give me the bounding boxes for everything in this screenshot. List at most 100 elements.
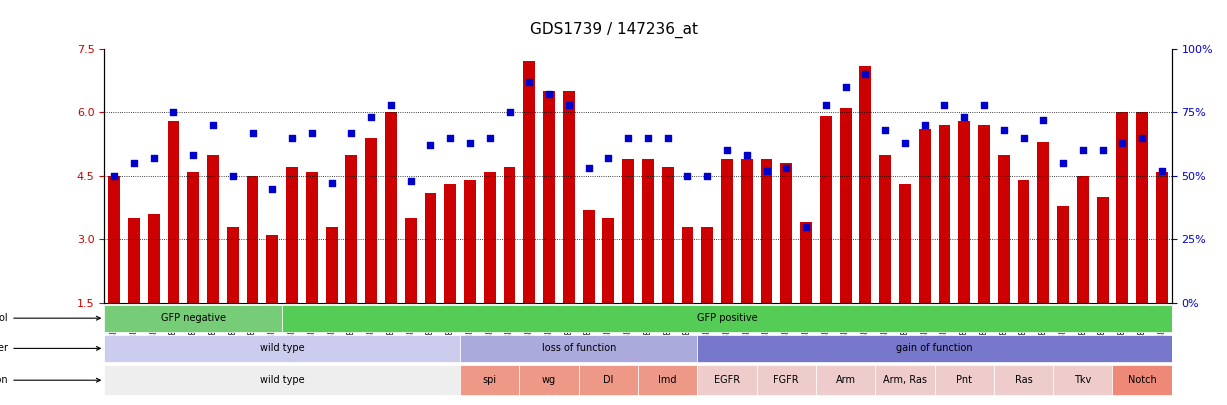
- Text: Arm: Arm: [836, 375, 855, 385]
- Bar: [583, 210, 595, 303]
- Point: [243, 129, 263, 136]
- Bar: [721, 159, 733, 303]
- FancyBboxPatch shape: [697, 335, 1172, 362]
- Bar: [919, 129, 930, 303]
- FancyBboxPatch shape: [697, 365, 757, 395]
- FancyBboxPatch shape: [816, 365, 875, 395]
- Bar: [524, 61, 535, 303]
- Bar: [998, 155, 1010, 303]
- Bar: [563, 91, 574, 303]
- Bar: [622, 159, 634, 303]
- Text: gain of function: gain of function: [896, 343, 973, 354]
- Point: [1113, 139, 1133, 146]
- Bar: [958, 121, 971, 303]
- Bar: [306, 172, 318, 303]
- Point: [875, 127, 894, 133]
- Point: [144, 155, 163, 161]
- FancyBboxPatch shape: [638, 365, 697, 395]
- FancyBboxPatch shape: [1113, 365, 1172, 395]
- Point: [263, 185, 282, 192]
- Bar: [1097, 197, 1108, 303]
- Text: Notch: Notch: [1128, 375, 1157, 385]
- Point: [183, 152, 202, 159]
- Text: spi: spi: [482, 375, 497, 385]
- Point: [1072, 147, 1092, 153]
- Point: [321, 180, 341, 187]
- Bar: [227, 227, 239, 303]
- Text: Dl: Dl: [604, 375, 614, 385]
- FancyBboxPatch shape: [579, 365, 638, 395]
- Text: GDS1739 / 147236_at: GDS1739 / 147236_at: [530, 22, 697, 38]
- Point: [697, 173, 717, 179]
- Bar: [939, 125, 951, 303]
- Bar: [286, 167, 298, 303]
- Bar: [1017, 180, 1029, 303]
- Point: [223, 173, 243, 179]
- Bar: [346, 155, 357, 303]
- Point: [1133, 134, 1152, 141]
- Bar: [839, 108, 852, 303]
- Bar: [266, 235, 279, 303]
- Point: [124, 160, 144, 166]
- Point: [658, 134, 677, 141]
- FancyBboxPatch shape: [994, 365, 1053, 395]
- Bar: [602, 218, 615, 303]
- Text: Tkv: Tkv: [1074, 375, 1092, 385]
- Point: [1152, 168, 1172, 174]
- Point: [974, 101, 994, 108]
- Bar: [108, 176, 120, 303]
- Bar: [681, 227, 693, 303]
- Point: [677, 173, 697, 179]
- Bar: [503, 167, 515, 303]
- Point: [638, 134, 658, 141]
- Text: Ras: Ras: [1015, 375, 1032, 385]
- Point: [302, 129, 321, 136]
- Text: GFP negative: GFP negative: [161, 313, 226, 323]
- FancyBboxPatch shape: [935, 365, 994, 395]
- Bar: [188, 172, 199, 303]
- Bar: [1037, 142, 1049, 303]
- Text: EGFR: EGFR: [714, 375, 740, 385]
- Text: Imd: Imd: [659, 375, 677, 385]
- Point: [560, 101, 579, 108]
- Bar: [1077, 176, 1088, 303]
- Bar: [425, 193, 437, 303]
- Point: [519, 79, 539, 85]
- Point: [855, 71, 875, 77]
- FancyBboxPatch shape: [104, 305, 282, 332]
- Bar: [899, 184, 910, 303]
- Bar: [1058, 205, 1069, 303]
- Point: [915, 122, 935, 128]
- Point: [1093, 147, 1113, 153]
- Bar: [247, 176, 259, 303]
- Bar: [325, 227, 337, 303]
- Bar: [978, 125, 990, 303]
- Text: GFP positive: GFP positive: [697, 313, 757, 323]
- Text: Pnt: Pnt: [956, 375, 972, 385]
- Point: [836, 83, 855, 90]
- Text: wild type: wild type: [260, 375, 304, 385]
- Point: [204, 122, 223, 128]
- Bar: [128, 218, 140, 303]
- Bar: [464, 180, 476, 303]
- Point: [894, 139, 914, 146]
- FancyBboxPatch shape: [1053, 365, 1113, 395]
- FancyBboxPatch shape: [757, 365, 816, 395]
- Point: [935, 101, 955, 108]
- Bar: [780, 163, 793, 303]
- Bar: [661, 167, 674, 303]
- Point: [282, 134, 302, 141]
- Point: [994, 127, 1014, 133]
- Point: [341, 129, 361, 136]
- FancyBboxPatch shape: [104, 365, 460, 395]
- FancyBboxPatch shape: [282, 305, 1172, 332]
- FancyBboxPatch shape: [460, 365, 519, 395]
- Bar: [385, 112, 396, 303]
- Point: [796, 224, 816, 230]
- Bar: [444, 184, 456, 303]
- Bar: [800, 222, 812, 303]
- Point: [737, 152, 757, 159]
- Point: [440, 134, 460, 141]
- Bar: [544, 91, 555, 303]
- Bar: [1156, 172, 1168, 303]
